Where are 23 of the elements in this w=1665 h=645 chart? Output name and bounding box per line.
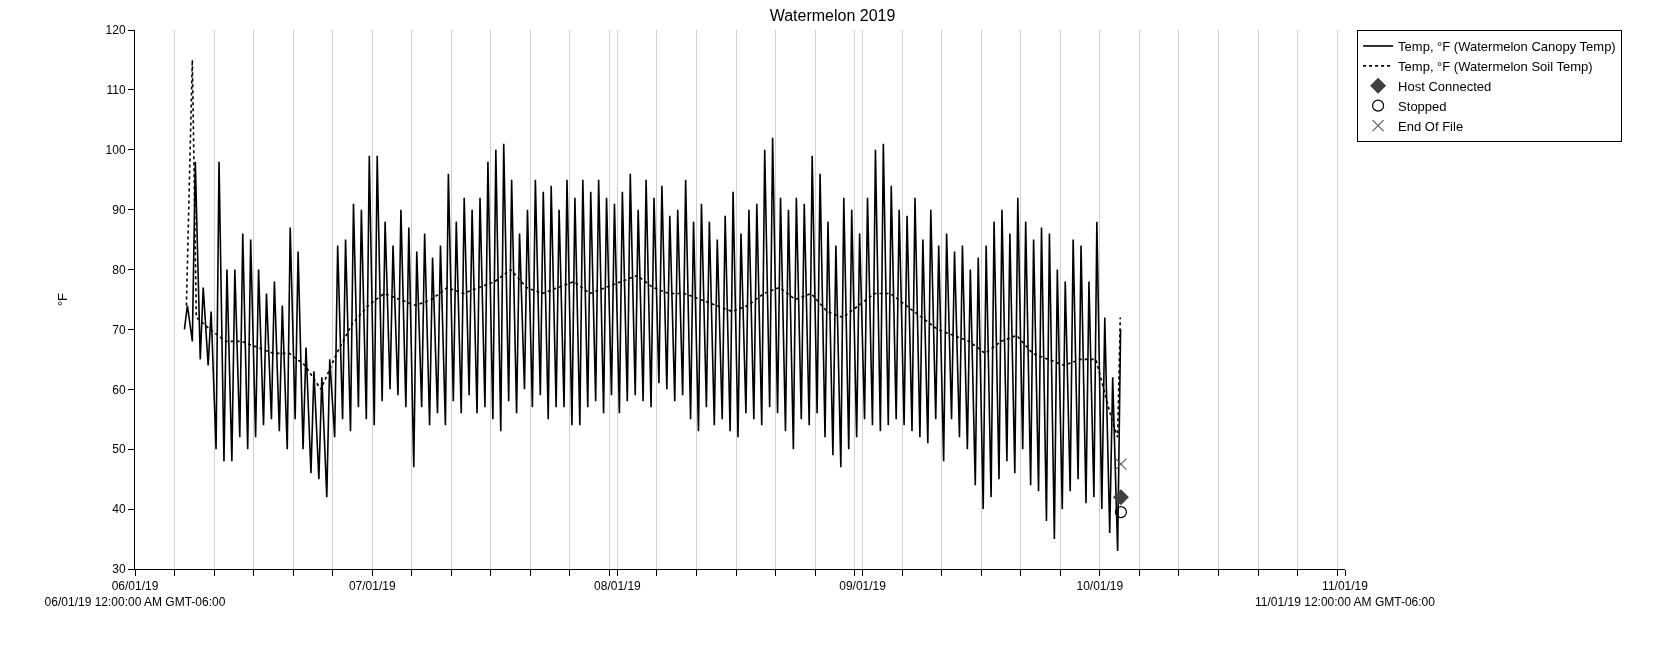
y-tick-label: 100 — [105, 142, 126, 157]
x-tick-label: 11/01/19 11/01/19 12:00:00 AM GMT-06:00 — [1255, 579, 1436, 609]
legend-label: Host Connected — [1398, 78, 1492, 94]
y-tick-label: 50 — [112, 442, 126, 457]
legend-label: Temp, °F (Watermelon Soil Temp) — [1398, 58, 1593, 74]
legend-label: End Of File — [1398, 118, 1464, 134]
x-tick-label: 07/01/19 — [348, 579, 396, 594]
y-tick-label: 30 — [112, 562, 126, 577]
y-axis-title: °F — [54, 292, 70, 307]
legend-label: Stopped — [1398, 98, 1447, 114]
chart-title: Watermelon 2019 — [769, 6, 896, 24]
y-tick-label: 70 — [112, 322, 126, 337]
x-tick-label: 06/01/19 06/01/19 12:00:00 AM GMT-06:00 — [44, 579, 226, 609]
x-tick-label: 09/01/19 — [839, 579, 887, 594]
y-tick-label: 80 — [112, 262, 126, 277]
y-tick-label: 40 — [112, 502, 126, 517]
y-tick-label: 90 — [112, 202, 126, 217]
x-tick-label: 10/01/19 — [1076, 579, 1124, 594]
y-tick-label: 60 — [112, 382, 126, 397]
y-tick-label: 110 — [106, 83, 126, 98]
legend-label: Temp, °F (Watermelon Canopy Temp) — [1398, 39, 1616, 55]
y-tick-label: 120 — [105, 23, 126, 38]
x-tick-label: 08/01/19 — [594, 579, 642, 594]
